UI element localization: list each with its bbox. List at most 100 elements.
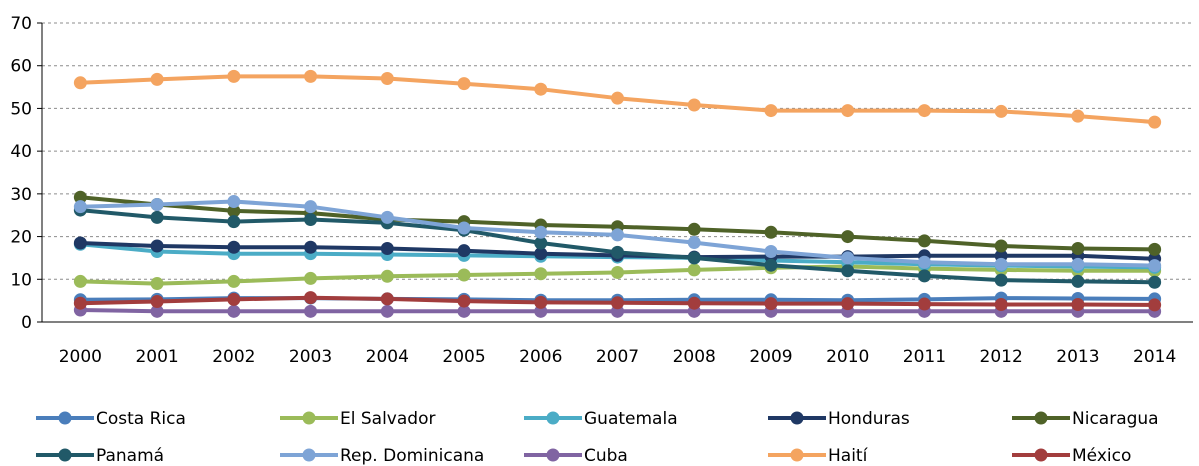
data-point <box>150 304 164 318</box>
data-point <box>534 267 548 281</box>
x-tick-label: 2009 <box>749 347 792 367</box>
data-point <box>687 251 701 265</box>
data-point <box>73 274 87 288</box>
data-point <box>994 257 1008 271</box>
data-point <box>841 230 855 244</box>
data-point <box>150 72 164 86</box>
legend-swatch-marker <box>546 448 560 462</box>
data-point <box>73 76 87 90</box>
legend-item: Nicaragua <box>1012 409 1159 429</box>
data-point <box>227 204 241 218</box>
legend-item: México <box>1012 446 1131 466</box>
data-point <box>994 297 1008 311</box>
data-point <box>917 297 931 311</box>
x-tick-label: 2008 <box>673 347 716 367</box>
data-point <box>611 91 624 105</box>
x-tick-label: 2004 <box>366 347 409 367</box>
data-point <box>73 236 87 250</box>
data-point <box>227 69 241 83</box>
data-point <box>687 263 701 277</box>
series-8 <box>73 69 1162 129</box>
legend-swatch-marker <box>302 448 316 462</box>
legend-label: Guatemala <box>584 409 678 429</box>
y-tick-label: 10 <box>10 270 32 290</box>
data-point <box>687 222 701 236</box>
data-point <box>611 296 624 310</box>
y-tick-label: 70 <box>10 14 32 34</box>
data-point <box>611 265 624 279</box>
data-point <box>304 240 318 254</box>
x-tick-label: 2007 <box>596 347 639 367</box>
legend-item: El Salvador <box>280 409 435 429</box>
legend-swatch-marker <box>1034 411 1048 425</box>
data-point <box>764 297 778 311</box>
data-point <box>534 236 548 250</box>
data-point <box>1071 109 1085 123</box>
x-tick-label: 2003 <box>289 347 332 367</box>
data-point <box>687 296 701 310</box>
data-point <box>304 212 318 226</box>
data-point <box>534 82 548 96</box>
data-point <box>457 304 471 318</box>
data-point <box>227 292 241 306</box>
data-point <box>1071 242 1085 256</box>
legend-swatch-marker <box>790 448 804 462</box>
x-tick-label: 2011 <box>903 347 946 367</box>
data-point <box>304 69 318 83</box>
data-point <box>73 200 87 214</box>
data-point <box>611 245 624 259</box>
y-tick-label: 20 <box>10 228 32 248</box>
data-point <box>380 210 394 224</box>
data-point <box>687 98 701 112</box>
data-point <box>304 200 318 214</box>
data-point <box>611 228 624 242</box>
data-point <box>1148 115 1162 129</box>
data-point <box>1071 257 1085 271</box>
data-point <box>1148 275 1162 289</box>
data-point <box>227 195 241 209</box>
data-point <box>457 244 471 258</box>
legend-label: Rep. Dominicana <box>340 446 484 466</box>
data-point <box>227 274 241 288</box>
data-point <box>304 271 318 285</box>
x-tick-label: 2000 <box>59 347 102 367</box>
data-point <box>73 190 87 204</box>
y-tick-label: 0 <box>21 313 32 333</box>
data-point <box>1071 297 1085 311</box>
x-tick-label: 2001 <box>135 347 178 367</box>
data-point <box>150 198 164 212</box>
legend-swatch-marker <box>790 411 804 425</box>
legend-item: Costa Rica <box>36 409 186 429</box>
data-point <box>764 245 778 259</box>
legend-label: Costa Rica <box>96 409 186 429</box>
data-point <box>150 277 164 291</box>
x-tick-label: 2010 <box>826 347 869 367</box>
legend-item: Honduras <box>768 409 910 429</box>
data-point <box>994 104 1008 118</box>
data-point <box>917 255 931 269</box>
legend-item: Haití <box>768 446 869 466</box>
y-tick-label: 30 <box>10 185 32 205</box>
y-tick-label: 40 <box>10 142 32 162</box>
data-point <box>227 215 241 229</box>
data-point <box>380 292 394 306</box>
data-point <box>73 296 87 310</box>
y-tick-label: 50 <box>10 99 32 119</box>
data-point <box>380 72 394 86</box>
x-tick-label: 2002 <box>212 347 255 367</box>
data-point <box>764 225 778 239</box>
data-point <box>457 294 471 308</box>
data-point <box>150 210 164 224</box>
x-tick-label: 2014 <box>1133 347 1176 367</box>
legend-label: Panamá <box>96 446 164 466</box>
legend-label: México <box>1072 446 1131 466</box>
legend-swatch-marker <box>58 448 72 462</box>
series-9 <box>73 291 1162 312</box>
data-point <box>687 236 701 250</box>
x-axis: 2000 2001 2002 2003 2004 2005 2006 2007 2008 2009… <box>42 321 1193 367</box>
data-point <box>841 297 855 311</box>
legend-swatch-marker <box>546 411 560 425</box>
y-tick-label: 60 <box>10 57 32 77</box>
data-point <box>917 234 931 248</box>
